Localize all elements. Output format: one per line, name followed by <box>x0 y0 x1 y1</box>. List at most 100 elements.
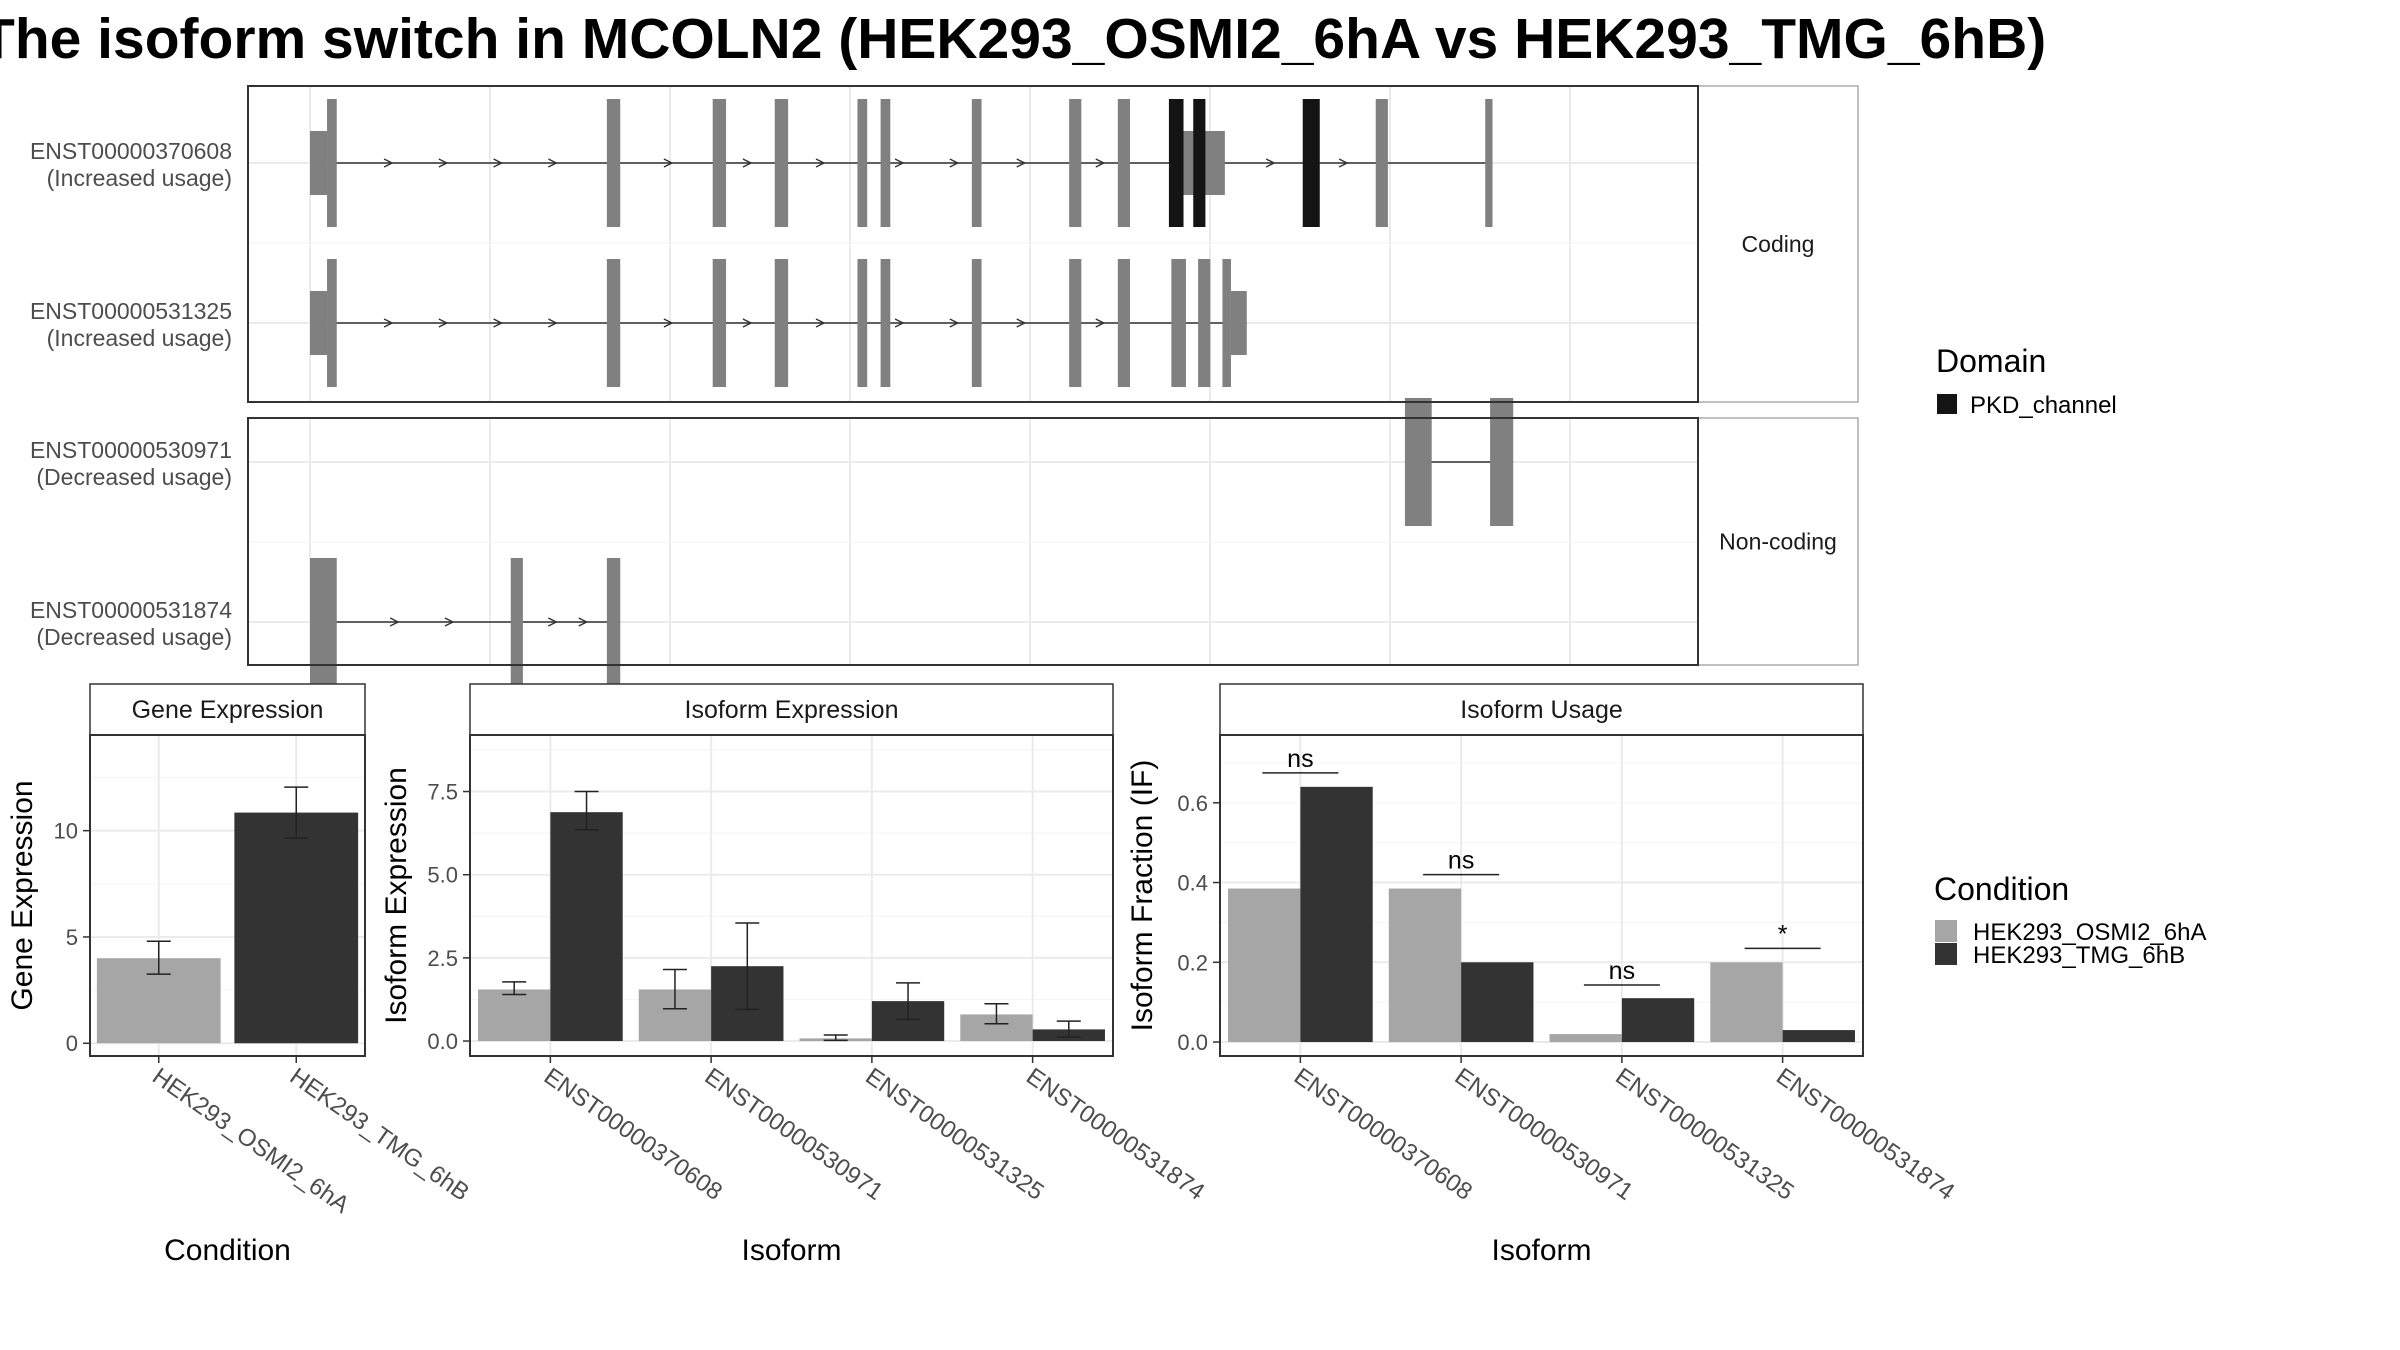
strand-arrow <box>742 158 753 168</box>
x-tick-label: ENST00000531325 <box>860 1063 1048 1206</box>
y-tick-label: 7.5 <box>427 780 458 805</box>
strand-arrow <box>894 318 905 328</box>
strand-arrow <box>383 318 394 328</box>
exon-block <box>1117 99 1130 227</box>
exon-block <box>1222 259 1231 387</box>
significance-label: ns <box>1448 847 1474 875</box>
strand-arrow <box>578 617 589 627</box>
bar <box>1388 888 1462 1043</box>
exon-block <box>606 558 621 686</box>
strand-arrow <box>383 158 394 168</box>
y-tick-label: 0.0 <box>427 1029 458 1054</box>
strand-arrow <box>438 158 449 168</box>
y-tick-label: 0.0 <box>1177 1030 1208 1055</box>
transcript-track <box>1404 398 1514 526</box>
exon-block <box>1404 398 1432 526</box>
utr-block <box>1230 291 1247 355</box>
panel-strip <box>89 683 366 736</box>
structure-panel-border <box>247 417 1699 666</box>
x-tick-label: ENST00000530971 <box>1450 1063 1638 1206</box>
exon-block <box>712 259 727 387</box>
panel-strip <box>1697 85 1859 403</box>
exon-block <box>971 99 982 227</box>
significance-label: * <box>1778 920 1788 948</box>
strand-arrow <box>548 617 558 627</box>
bar <box>550 812 623 1042</box>
structure-panel-border <box>247 85 1699 403</box>
strand-arrow <box>815 318 826 328</box>
strand-arrow <box>1338 158 1349 168</box>
track-label: ENST00000530971 <box>30 437 232 463</box>
significance-label: ns <box>1609 957 1635 985</box>
exon-block <box>774 259 789 387</box>
transcript-track <box>310 259 1247 387</box>
bar <box>1782 1030 1855 1043</box>
exon-block <box>1198 259 1211 387</box>
domain-block <box>1168 99 1184 227</box>
exon-block <box>880 99 891 227</box>
y-tick-label: 0.2 <box>1177 950 1208 975</box>
strand-arrow <box>949 318 960 328</box>
bar <box>1300 786 1373 1043</box>
panel-strip <box>469 683 1114 736</box>
panel-border <box>89 734 366 1057</box>
bar <box>1710 962 1783 1043</box>
track-label: ENST00000531325 <box>30 298 232 324</box>
y-axis-title: Gene Expression <box>6 780 39 1010</box>
exon-block <box>327 259 337 387</box>
exon-block <box>1171 259 1186 387</box>
strand-arrow <box>1265 158 1276 168</box>
strand-arrow <box>949 158 960 168</box>
transcript-track <box>310 558 621 686</box>
significance-label: ns <box>1287 745 1313 773</box>
domain-legend-label: PKD_channel <box>1970 392 2117 419</box>
exon-block <box>880 259 891 387</box>
track-label: ENST00000370608 <box>30 138 232 164</box>
bar <box>1228 888 1301 1043</box>
condition-legend-label: HEK293_TMG_6hB <box>1973 942 2185 969</box>
panel-strip-label: Isoform Usage <box>1460 696 1623 724</box>
track-sublabel: (Decreased usage) <box>36 624 232 650</box>
strand-arrow <box>742 318 753 328</box>
exon-block <box>857 99 868 227</box>
x-tick-label: ENST00000370608 <box>539 1063 727 1206</box>
x-tick-label: ENST00000531874 <box>1021 1063 1209 1206</box>
x-axis-title: Isoform <box>741 1234 841 1267</box>
condition-legend-key <box>1935 943 1957 965</box>
exon-block <box>857 259 868 387</box>
y-tick-label: 10 <box>54 819 78 844</box>
panel-strip-label: Coding <box>1742 231 1815 257</box>
panel-strip-label: Gene Expression <box>132 696 324 724</box>
exon-block <box>606 99 621 227</box>
strand-arrow <box>389 617 400 627</box>
exon-block <box>310 558 337 686</box>
x-axis-title: Condition <box>164 1234 291 1267</box>
strand-arrow <box>444 617 455 627</box>
track-sublabel: (Increased usage) <box>47 325 232 351</box>
y-tick-label: 0.6 <box>1177 791 1208 816</box>
y-tick-label: 0.4 <box>1177 871 1208 896</box>
exon-block <box>1375 99 1388 227</box>
panel-strip <box>1697 417 1859 666</box>
exon-block <box>712 99 727 227</box>
exon-block <box>1490 398 1514 526</box>
x-tick-label: ENST00000531325 <box>1610 1063 1798 1206</box>
chart-title: The isoform switch in MCOLN2 (HEK293_OSM… <box>0 7 2047 71</box>
x-tick-label: ENST00000370608 <box>1289 1063 1477 1206</box>
track-sublabel: (Increased usage) <box>47 165 232 191</box>
strand-arrow <box>815 158 826 168</box>
x-tick-label: ENST00000531874 <box>1771 1063 1959 1206</box>
strand-arrow <box>663 318 674 328</box>
y-axis-title: Isoform Fraction (IF) <box>1126 760 1159 1032</box>
exon-block <box>1069 259 1082 387</box>
x-axis-title: Isoform <box>1491 1234 1591 1267</box>
bar-panel: Isoform Usage ns ns ns * 0.0 0.2 0.4 0.6 ENST0000… <box>1126 683 1959 1267</box>
domain-block <box>1302 99 1320 227</box>
bar <box>1549 1034 1622 1043</box>
bar <box>234 812 359 1044</box>
condition-legend-label: HEK293_OSMI2_6hA <box>1973 919 2206 946</box>
strand-arrow <box>1016 318 1027 328</box>
strand-arrow <box>1095 318 1106 328</box>
domain-legend-key <box>1937 394 1957 414</box>
